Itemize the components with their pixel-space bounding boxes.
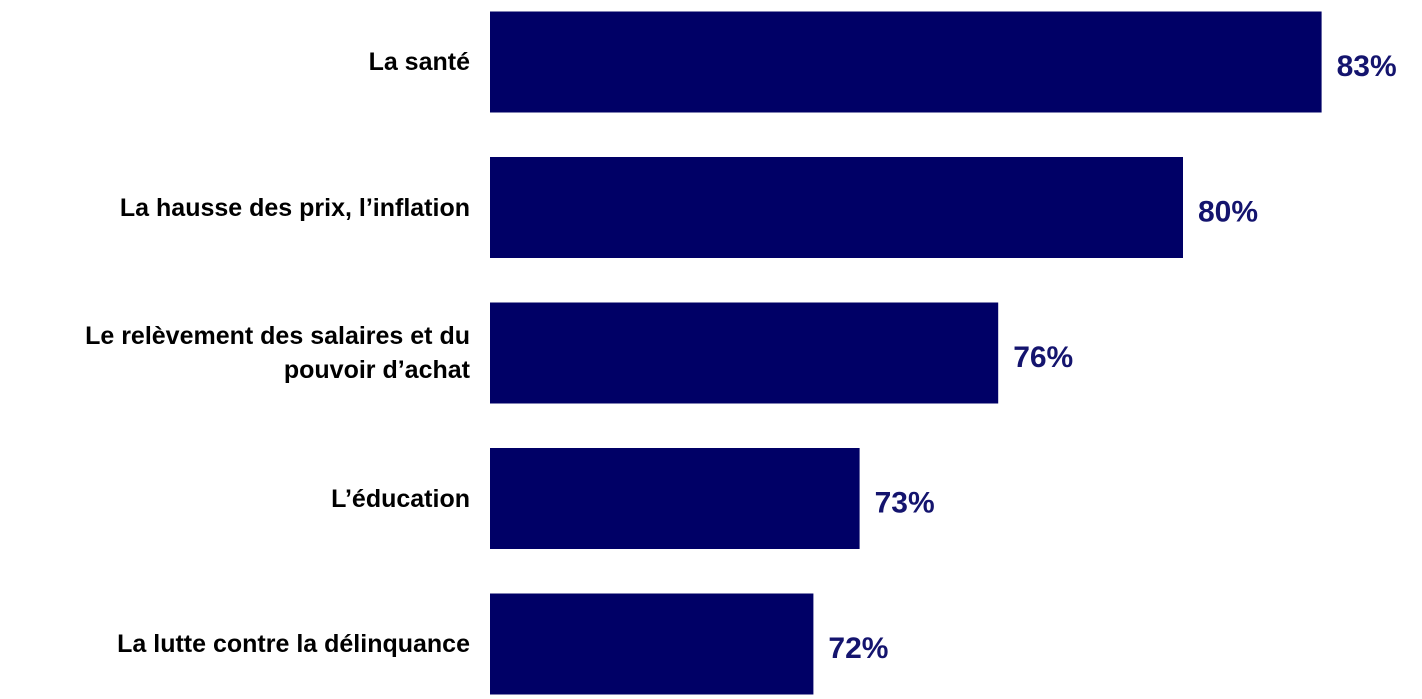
bar — [490, 593, 814, 695]
bar — [490, 157, 1183, 258]
category-label: L’éducation — [331, 484, 470, 513]
value-label: 73% — [875, 486, 935, 519]
bar — [490, 11, 1322, 113]
bar — [490, 302, 999, 404]
value-label: 72% — [828, 632, 888, 665]
value-label: 83% — [1337, 50, 1397, 83]
category-label: La hausse des prix, l’inflation — [119, 193, 470, 222]
category-label: La lutte contre la délinquance — [117, 630, 470, 658]
category-label: Le relèvement des salaires et du pouvoir… — [85, 322, 470, 384]
bar — [490, 448, 860, 549]
value-label: 76% — [1013, 341, 1073, 374]
category-label: La santé — [368, 48, 470, 76]
value-label: 80% — [1198, 195, 1258, 228]
